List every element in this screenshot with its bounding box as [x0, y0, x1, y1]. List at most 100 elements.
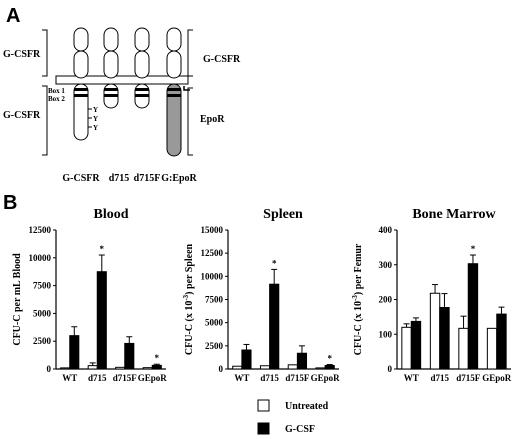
bar-untreated	[115, 366, 126, 370]
tyrosine-3: Y	[93, 124, 98, 132]
x-tick-label: GEpoR	[138, 373, 168, 383]
receptor-d715	[103, 27, 119, 109]
y-tick-label: 5000	[205, 318, 224, 328]
tyrosine-1: Y	[93, 106, 98, 114]
y-tick-label: 200	[379, 295, 393, 305]
significance-mark: *	[100, 244, 105, 254]
y-tick-label: 0	[219, 364, 224, 374]
y-tick-label: 12500	[29, 225, 52, 235]
x-tick-label: d715F	[456, 373, 481, 383]
significance-mark: *	[272, 258, 277, 268]
bar-untreated	[486, 327, 498, 370]
bar-untreated	[458, 327, 469, 370]
y-axis-label: CFU-C (x 10-3) per Femur	[351, 243, 364, 355]
y-tick-label: 12500	[201, 248, 224, 258]
bar-untreated	[401, 326, 412, 370]
bar-gcsf	[439, 306, 450, 370]
chart-blood: Blood CFU-C per mL Blood 0 2500 5000 7500 1000…	[12, 207, 167, 383]
bar-gcsf	[496, 313, 507, 370]
legend: Untreated G-CSF	[257, 399, 329, 435]
y-tick-label: 0	[388, 364, 393, 374]
right-top-label: G-CSFR	[203, 54, 241, 65]
chart-title: Spleen	[263, 207, 303, 222]
receptor-label-3: d715F	[134, 173, 161, 184]
right-bottom-label: EpoR	[200, 114, 225, 125]
y-tick-label: 400	[379, 225, 393, 235]
y-tick-label: 15000	[201, 225, 224, 235]
x-tick-label: WT	[62, 373, 77, 383]
bar-gcsf	[96, 271, 107, 370]
left-bracket-top	[42, 29, 48, 77]
box2-label: Box 2	[48, 95, 65, 103]
epor-tail	[166, 83, 182, 157]
x-tick-label: GEpoR	[482, 373, 512, 383]
membrane	[55, 75, 189, 85]
bar-gcsf	[467, 263, 479, 370]
legend-swatch-gcsf	[257, 422, 270, 435]
y-tick-label: 7500	[33, 281, 52, 291]
tyrosine-2: Y	[93, 115, 98, 123]
significance-mark: *	[155, 353, 160, 363]
y-tick-label: 100	[379, 329, 393, 339]
chart-title: Bone Marrow	[412, 207, 496, 222]
x-tick-label: WT	[404, 373, 419, 383]
bar-gcsf	[69, 335, 80, 370]
bar-gcsf	[296, 352, 308, 370]
x-tick-label: GEpoR	[311, 373, 341, 383]
x-tick-label: d715F	[113, 373, 138, 383]
receptor-g-epor	[166, 27, 182, 157]
bar-untreated	[60, 367, 71, 370]
receptor-label-1: G-CSFR	[62, 173, 100, 184]
bar-untreated	[315, 367, 326, 370]
y-axis-label: CFU-C per mL Blood	[12, 253, 23, 346]
y-tick-label: 2500	[33, 336, 52, 346]
y-axis-label: CFU-C (x 10-3) per Spleen	[182, 243, 195, 355]
bar-untreated	[287, 364, 298, 370]
bar-gcsf	[410, 320, 422, 370]
panel-b-letter: B	[3, 192, 17, 214]
right-bracket-top	[187, 29, 193, 77]
receptor-label-4: G:EpoR	[161, 173, 197, 184]
legend-label-untreated: Untreated	[285, 401, 329, 412]
bar-gcsf	[124, 342, 135, 370]
y-tick-label: 7500	[205, 295, 224, 305]
receptor-d715f	[134, 27, 150, 109]
chart-bone-marrow: Bone Marrow CFU-C (x 10-3) per Femur 0 100 2…	[351, 207, 512, 383]
left-bracket-bottom	[42, 85, 48, 156]
significance-mark: *	[471, 244, 476, 254]
left-top-label: G-CSFR	[3, 49, 41, 60]
box1-label: Box 1	[48, 87, 65, 95]
bar-gcsf	[241, 349, 252, 370]
y-tick-label: 2500	[205, 341, 224, 351]
y-tick-label: 10000	[201, 271, 224, 281]
x-tick-label: d715	[88, 373, 107, 383]
bar-untreated	[429, 292, 441, 370]
y-tick-label: 0	[47, 364, 52, 374]
panel-a-letter: A	[6, 5, 20, 27]
bar-gcsf	[324, 364, 335, 370]
right-bracket-bottom	[187, 87, 193, 156]
chart-title: Blood	[93, 207, 128, 222]
bar-untreated	[142, 367, 153, 370]
receptor-label-2: d715	[109, 173, 130, 184]
y-tick-label: 10000	[29, 253, 52, 263]
chart-spleen: Spleen CFU-C (x 10-3) per Spleen 0 2500 5000…	[182, 207, 340, 383]
x-tick-label: d715	[430, 373, 449, 383]
x-tick-label: d715F	[285, 373, 310, 383]
bar-gcsf	[269, 283, 280, 370]
significance-mark: *	[327, 354, 332, 364]
x-tick-label: d715	[260, 373, 279, 383]
bar-untreated	[232, 365, 243, 370]
bar-untreated	[259, 365, 271, 370]
y-tick-label: 300	[379, 260, 393, 270]
left-bottom-label: G-CSFR	[3, 110, 41, 121]
y-tick-label: 5000	[33, 308, 52, 318]
bar-untreated	[87, 365, 98, 370]
legend-label-gcsf: G-CSF	[285, 424, 315, 435]
bar-gcsf	[151, 364, 162, 370]
legend-swatch-untreated	[257, 399, 270, 412]
epor-pointer	[183, 86, 190, 91]
panel-a: A G-CSFR G-CSFR G-CSFR EpoR Box 1 Box 2 …	[3, 5, 241, 184]
